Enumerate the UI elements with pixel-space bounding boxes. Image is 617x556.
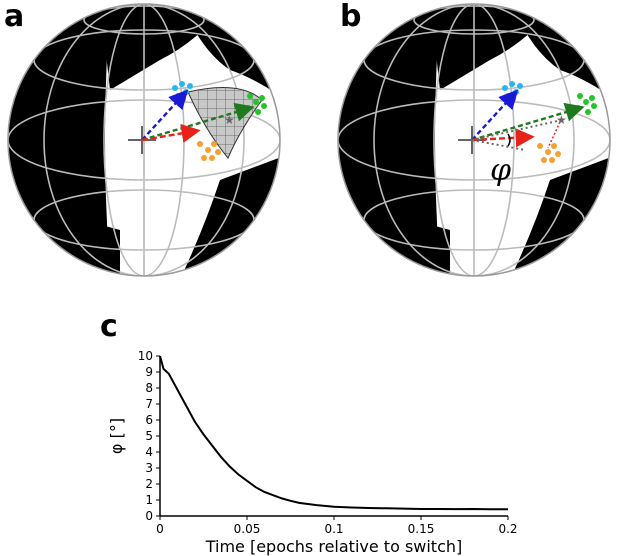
y-tick-label: 9 [145,365,153,379]
phi-label: φ [490,153,511,188]
sphere-a: ★ [7,3,281,277]
y-tick-label: 0 [145,509,153,523]
sphere-b: ★ φ [337,3,611,277]
svg-text:★: ★ [224,113,235,127]
y-tick-label: 3 [145,461,153,475]
series-line [159,355,508,511]
x-tick-label: 0 [156,522,164,536]
y-tick-label: 2 [145,477,153,491]
panel-letter-a: a [4,0,25,34]
x-tick-label: 0.05 [234,522,261,536]
y-tick-label: 6 [145,413,153,427]
y-tick-label: 4 [145,445,153,459]
x-tick-label: 0.15 [408,522,435,536]
y-tick-label: 5 [145,429,153,443]
svg-text:★: ★ [556,113,567,127]
y-tick-label: 8 [145,381,153,395]
chart-axes [159,356,508,517]
y-tick-label: 10 [138,349,153,363]
x-tick-label: 0.2 [498,522,517,536]
y-tick-label: 7 [145,397,153,411]
panel-letter-c: c [100,309,118,344]
x-axis-label: Time [epochs relative to switch] [205,537,463,556]
panel-letter-b: b [340,0,362,34]
y-tick-label: 1 [145,493,153,507]
x-tick-label: 0.1 [324,522,343,536]
chart-ticks: 0 1 2 3 4 5 6 7 8 9 10 0 0.05 0.1 0.15 0.2 [138,349,518,536]
y-axis-label: φ [°] [107,418,126,454]
spheres-figure: ★ [7,3,611,277]
